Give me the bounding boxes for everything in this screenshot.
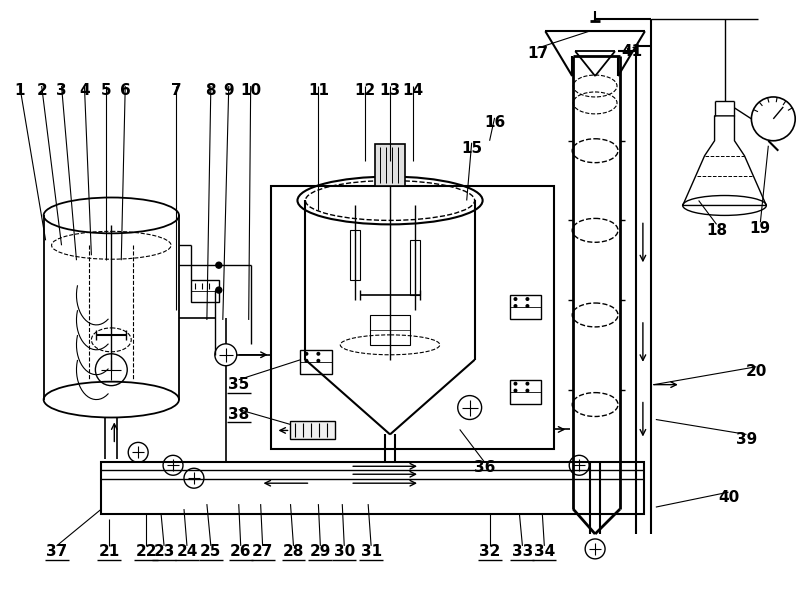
Bar <box>270 185 554 449</box>
Text: 11: 11 <box>308 84 329 98</box>
Text: 16: 16 <box>484 115 505 130</box>
Text: 37: 37 <box>46 545 67 559</box>
Bar <box>350 230 360 280</box>
Circle shape <box>316 359 320 363</box>
Circle shape <box>514 389 518 392</box>
Text: 25: 25 <box>200 545 222 559</box>
Circle shape <box>526 389 530 392</box>
Text: 8: 8 <box>206 84 216 98</box>
Bar <box>510 379 542 403</box>
Text: 34: 34 <box>534 545 555 559</box>
Text: 4: 4 <box>79 84 90 98</box>
Text: 3: 3 <box>56 84 67 98</box>
Circle shape <box>514 382 518 386</box>
Text: 14: 14 <box>402 84 423 98</box>
Circle shape <box>316 352 320 356</box>
Text: 41: 41 <box>622 44 642 59</box>
Text: 13: 13 <box>379 84 401 98</box>
Circle shape <box>526 304 530 308</box>
Text: 22: 22 <box>135 545 157 559</box>
Circle shape <box>514 297 518 301</box>
Text: 12: 12 <box>354 84 376 98</box>
Circle shape <box>216 287 222 293</box>
Text: 28: 28 <box>282 545 304 559</box>
Text: 6: 6 <box>120 84 130 98</box>
Text: 32: 32 <box>479 545 500 559</box>
Bar <box>510 295 542 319</box>
Text: 38: 38 <box>228 407 250 422</box>
Text: 15: 15 <box>461 141 482 156</box>
Text: 20: 20 <box>746 364 767 379</box>
Text: 30: 30 <box>334 545 355 559</box>
Text: 23: 23 <box>154 545 174 559</box>
Text: 19: 19 <box>750 221 771 236</box>
Circle shape <box>305 359 309 363</box>
Text: 27: 27 <box>252 545 274 559</box>
Circle shape <box>216 262 222 268</box>
Text: 26: 26 <box>230 545 251 559</box>
Bar <box>375 144 405 185</box>
Bar <box>290 421 335 440</box>
Circle shape <box>526 297 530 301</box>
Bar <box>191 280 219 302</box>
Bar <box>102 462 644 514</box>
Bar <box>410 240 420 295</box>
Circle shape <box>514 304 518 308</box>
Text: 29: 29 <box>310 545 331 559</box>
Text: 39: 39 <box>736 432 757 447</box>
Text: 21: 21 <box>98 545 120 559</box>
Text: 1: 1 <box>14 84 25 98</box>
Bar <box>370 315 410 345</box>
Text: 35: 35 <box>228 377 250 392</box>
Text: 33: 33 <box>512 545 533 559</box>
Text: 10: 10 <box>240 84 262 98</box>
Bar <box>301 350 332 374</box>
Text: 36: 36 <box>474 460 495 475</box>
Text: 7: 7 <box>170 84 182 98</box>
Circle shape <box>305 352 309 356</box>
Text: 24: 24 <box>176 545 198 559</box>
Text: 17: 17 <box>527 45 548 61</box>
Text: 31: 31 <box>361 545 382 559</box>
Text: 40: 40 <box>718 489 739 505</box>
Text: 18: 18 <box>706 223 727 238</box>
Text: 5: 5 <box>101 84 112 98</box>
Circle shape <box>526 382 530 386</box>
Text: 2: 2 <box>36 84 47 98</box>
Text: 9: 9 <box>223 84 234 98</box>
